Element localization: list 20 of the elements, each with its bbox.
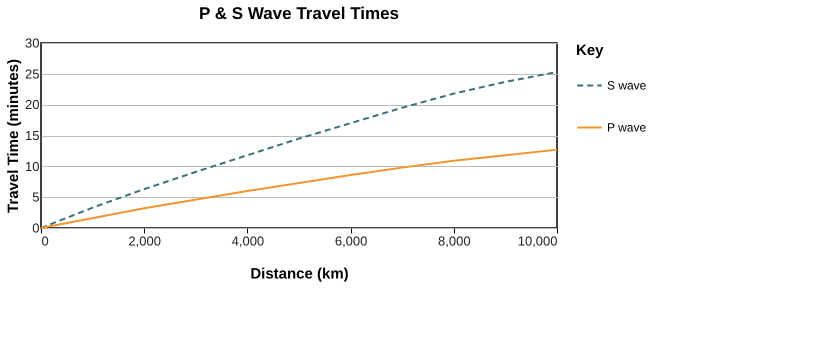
legend-label: P wave (607, 120, 646, 134)
x-tick-label: 4,000 (232, 234, 264, 248)
y-tick-label: 25 (25, 66, 40, 82)
x-tick-label: 0 (42, 234, 49, 248)
y-tick-label: 30 (25, 36, 40, 50)
y-tick-label: 20 (25, 97, 40, 112)
x-tick-label: 10,000 (518, 234, 558, 248)
chart-title: P & S Wave Travel Times (198, 4, 400, 23)
y-tick-label: 15 (25, 128, 40, 143)
x-tick-label: 2,000 (128, 234, 161, 248)
y-tick-label: 0 (32, 220, 40, 236)
y-tick-label: 5 (32, 190, 40, 205)
y-tick-label: 10 (25, 158, 40, 174)
legend-title: Key (576, 42, 604, 59)
legend-label: S wave (607, 78, 647, 92)
x-tick-label: 8,000 (438, 234, 471, 248)
x-tick-label: 6,000 (334, 234, 368, 248)
x-axis-title: Distance (km) (250, 266, 349, 282)
y-axis-title: Travel Time (minutes) (5, 59, 22, 213)
line-series (40, 148, 558, 229)
